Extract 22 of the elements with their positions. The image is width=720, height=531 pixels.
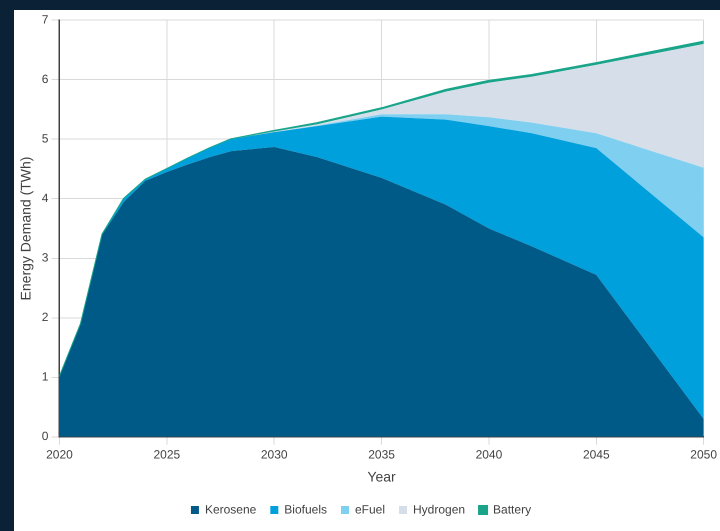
x-tick-label: 2020 [46,447,74,462]
legend-label: Kerosene [204,502,257,516]
y-tick-label: 4 [42,191,49,206]
y-tick-label: 0 [42,429,49,444]
legend-label: eFuel [355,502,386,516]
y-tick-label: 1 [42,370,49,384]
x-tick-label: 2025 [153,447,181,462]
x-tick-label: 2030 [260,447,288,462]
y-tick-label: 5 [42,132,49,146]
y-tick-label: 3 [42,250,49,265]
legend-label: Battery [493,502,532,516]
x-tick-label: 2045 [582,447,610,462]
x-tick-label: 2040 [476,447,503,462]
y-tick-label: 7 [42,12,49,27]
x-tick-label: 2035 [368,447,396,462]
legend-label: Hydrogen [413,502,466,516]
x-tick-label: 2050 [690,447,718,462]
x-axis-title: Year [367,468,396,484]
y-tick-label: 2 [42,310,49,324]
y-axis-title: Energy Demand (TWh) [17,156,34,300]
y-tick-label: 6 [42,72,49,86]
legend-label: Biofuels [284,502,328,516]
